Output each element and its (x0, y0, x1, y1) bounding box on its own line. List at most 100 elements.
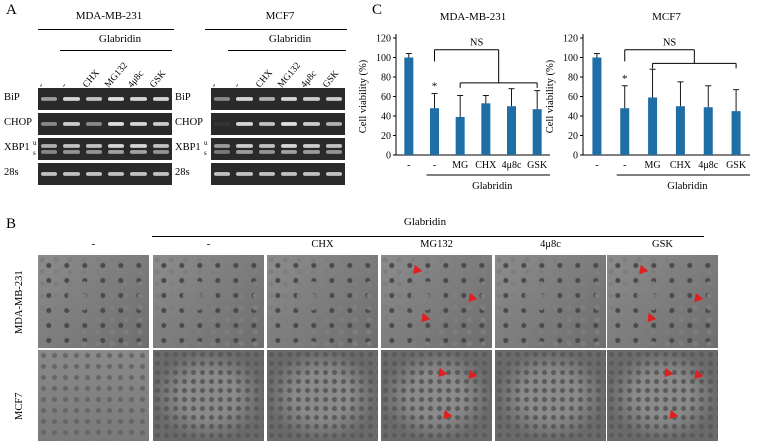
red-arrow-marker (439, 409, 453, 423)
band (236, 97, 253, 101)
bar (620, 108, 630, 155)
band (152, 144, 169, 148)
band (303, 172, 320, 176)
y-axis-label: Cell viability (%) (358, 59, 369, 133)
band (281, 122, 298, 126)
x-tick-label: GSK (527, 160, 548, 171)
x-tick-label: CHX (475, 160, 497, 171)
micro-condition-label: - (206, 239, 211, 250)
band-lower (258, 150, 275, 154)
significance-star: * (432, 81, 438, 93)
cell-line-label-mda: MDA-MB-231 (75, 10, 143, 22)
panel-letter-b: B (6, 216, 17, 232)
x-axis-label: Glabridin (472, 181, 513, 192)
band (258, 144, 275, 148)
gene-label-bip: BiP (175, 92, 191, 103)
micrograph (152, 254, 265, 349)
y-tick-label: 0 (386, 151, 391, 162)
glabridin-label-mcf: Glabridin (268, 33, 312, 45)
red-arrow-marker (690, 369, 704, 383)
band (281, 97, 298, 101)
chart-title: MCF7 (652, 11, 681, 23)
band (214, 144, 231, 148)
micrograph (152, 349, 265, 442)
band (63, 144, 80, 148)
microscopy-treatment-label: Glabridin (403, 216, 447, 228)
micrograph (606, 254, 719, 349)
band-lower (130, 150, 147, 154)
x-tick-label: - (433, 160, 436, 171)
band (214, 172, 231, 176)
gel-strip-xbp1 (38, 138, 172, 160)
xbp1-sup-label: u (33, 139, 37, 147)
micrograph (37, 349, 150, 442)
band-lower (63, 150, 80, 154)
gel-strip-chop (38, 113, 172, 135)
band (85, 144, 102, 148)
lane-label: MG132 (103, 60, 131, 90)
band (303, 144, 320, 148)
lane-label: GSK (148, 69, 169, 90)
x-tick-label: 4μ8c (502, 160, 522, 171)
y-tick-label: 40 (381, 112, 391, 123)
band (63, 122, 80, 126)
significance-star: * (622, 73, 628, 85)
band (303, 122, 320, 126)
gel-strip-xbp1 (211, 138, 345, 160)
band (214, 97, 231, 101)
micro-condition-label: GSK (651, 239, 673, 250)
band (41, 144, 58, 148)
micrograph (37, 254, 150, 349)
band (325, 122, 342, 126)
bar (675, 106, 685, 155)
lane-label: CHX (81, 68, 102, 90)
gel-strip-bip (38, 88, 172, 110)
band (130, 144, 147, 148)
x-tick-label: MG (645, 160, 661, 171)
gene-label-28s: 28s (4, 167, 19, 178)
ns-label: NS (470, 38, 484, 49)
gel-strip-bip (211, 88, 345, 110)
band (303, 97, 320, 101)
chart-title: MDA-MB-231 (440, 11, 507, 23)
bar (455, 116, 465, 155)
gene-label-xbp1: XBP1 u s (4, 139, 37, 157)
x-tick-label: CHX (670, 160, 692, 171)
band (108, 172, 125, 176)
micro-condition-label: CHX (311, 239, 334, 250)
band (236, 172, 253, 176)
band (236, 122, 253, 126)
band-lower (281, 150, 298, 154)
band-lower (152, 150, 169, 154)
band (325, 97, 342, 101)
band (63, 97, 80, 101)
micrograph (494, 349, 607, 442)
micro-condition-label: 4μ8c (540, 239, 561, 250)
y-tick-label: 100 (376, 53, 391, 64)
bar (481, 103, 491, 155)
xbp1-sup-label: u (204, 139, 208, 147)
y-axis-label: Cell viability (%) (545, 59, 556, 133)
x-tick-label: GSK (726, 160, 747, 171)
red-arrow-marker (643, 312, 657, 326)
gene-label-bip: BiP (4, 92, 20, 103)
red-arrow-marker (690, 292, 704, 306)
band-lower (303, 150, 320, 154)
y-tick-label: 120 (376, 34, 391, 45)
gene-label-28s: 28s (175, 167, 190, 178)
bar (404, 57, 414, 155)
xbp1-sub-label: s (33, 149, 36, 157)
band (108, 122, 125, 126)
band-lower (325, 150, 342, 154)
red-arrow-marker (409, 264, 423, 278)
glabridin-label-mda: Glabridin (98, 33, 142, 45)
bar (648, 97, 658, 155)
panel-letter-c: C (372, 2, 383, 18)
band (41, 97, 58, 101)
x-tick-label: 4μ8c (698, 160, 718, 171)
band (108, 144, 125, 148)
x-tick-label: - (407, 160, 410, 171)
cell-line-label-mcf: MCF7 (265, 10, 295, 22)
band (85, 122, 102, 126)
bar (430, 108, 439, 155)
